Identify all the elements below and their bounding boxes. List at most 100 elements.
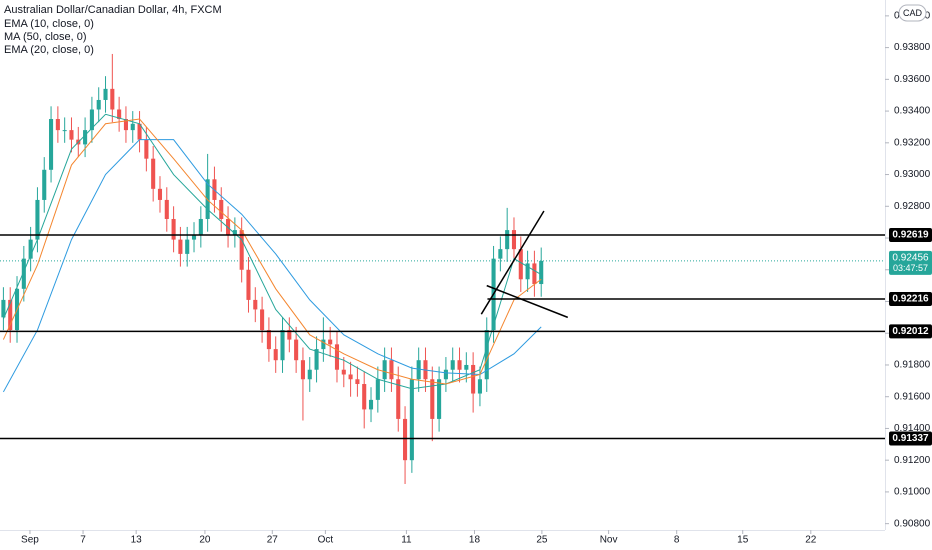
level-label-box: [889, 324, 932, 339]
candle-body: [430, 379, 435, 419]
candle-body: [498, 249, 503, 259]
candle-body: [396, 379, 401, 419]
candle-body: [484, 330, 489, 380]
candle-body: [96, 99, 101, 110]
level-label-box: [889, 431, 932, 446]
indicator-line: [2, 113, 542, 390]
x-tick-label: Nov: [600, 535, 618, 546]
candle-body: [69, 130, 74, 140]
candle-body: [416, 360, 421, 380]
candle-body: [239, 230, 244, 270]
level-label: 0.91337: [892, 433, 929, 444]
trend-line: [480, 210, 545, 315]
legend-entry: EMA (10, close, 0): [4, 18, 94, 30]
candle-body: [403, 418, 408, 461]
candle-body: [49, 119, 54, 170]
candle-body: [8, 299, 13, 331]
level-label: 0.92619: [892, 230, 929, 241]
candle-body: [382, 360, 387, 380]
candle-body: [89, 109, 94, 131]
legend-entry: MA (50, close, 0): [4, 31, 87, 43]
plot-area: [0, 53, 885, 484]
candle-body: [260, 309, 265, 331]
candle-body: [205, 179, 210, 219]
candle-body: [300, 360, 305, 380]
candle-body: [437, 379, 442, 419]
last-price-label: 0.92456: [892, 253, 929, 264]
x-tick-label: 7: [80, 535, 86, 546]
indicator-line: [2, 118, 542, 385]
candle-body: [471, 364, 476, 394]
candle-body: [287, 330, 292, 340]
candle-body: [443, 369, 448, 380]
currency-badge[interactable]: [898, 4, 927, 22]
candle-body: [348, 374, 353, 380]
candle-body: [314, 349, 319, 370]
candle-body: [266, 330, 271, 350]
indicator-line: [2, 139, 542, 393]
trend-line: [486, 284, 569, 319]
countdown-label: 03:47:57: [893, 263, 928, 273]
candle-body: [518, 249, 523, 280]
y-tick-label: 0.91000: [894, 487, 931, 498]
x-tick-label: 18: [469, 535, 481, 546]
x-tick-label: 25: [536, 535, 548, 546]
candle-body: [532, 263, 537, 285]
candle-body: [525, 263, 530, 280]
candle-body: [157, 188, 163, 200]
candle-body: [144, 139, 149, 159]
candle-body: [477, 379, 482, 394]
candle-body: [457, 360, 462, 370]
y-tick-label: 0.93800: [894, 42, 931, 53]
candle-body: [246, 269, 251, 300]
candle-body: [185, 239, 190, 254]
candle-body: [28, 239, 33, 259]
legend-entry: EMA (20, close, 0): [4, 44, 94, 56]
candle-body: [198, 218, 203, 235]
candle-body: [137, 123, 142, 140]
candle-body: [21, 258, 26, 289]
candle-body: [151, 158, 156, 189]
candle-body: [321, 339, 326, 350]
y-tick-label: 0.91400: [894, 423, 931, 434]
candle-body: [117, 109, 122, 120]
candle-body: [273, 349, 278, 361]
candle-body: [123, 119, 128, 131]
y-tick-label: 0.93200: [894, 137, 931, 148]
candle-body: [35, 199, 40, 240]
candle-body: [464, 364, 469, 370]
candle-body: [280, 330, 285, 361]
y-tick-label: 0.93000: [894, 169, 931, 180]
currency-label: CAD: [903, 8, 923, 18]
x-tick-label: 13: [131, 535, 143, 546]
candle-body: [164, 199, 169, 219]
candle-body: [83, 130, 88, 145]
level-label-box: [889, 291, 932, 306]
candle-body: [42, 169, 47, 200]
chart-title: Australian Dollar/Canadian Dollar, 4h, F…: [4, 4, 222, 16]
candle-body: [232, 230, 237, 235]
candle-body: [375, 379, 380, 400]
y-tick-label: 0.91800: [894, 360, 931, 371]
level-label: 0.92216: [892, 294, 929, 305]
candle-body: [334, 344, 340, 370]
y-tick-label: 0.90800: [894, 518, 931, 529]
candle-body: [55, 119, 60, 131]
candle-body: [511, 230, 517, 250]
candle-body: [505, 230, 510, 250]
candle-body: [389, 360, 394, 380]
x-tick-label: 27: [267, 535, 279, 546]
candle-body: [219, 199, 224, 219]
x-tick-label: 11: [401, 535, 412, 546]
candle-body: [294, 339, 299, 361]
x-tick-label: 22: [805, 535, 817, 546]
candle-body: [341, 369, 346, 375]
y-tick-label: 0.92800: [894, 201, 931, 212]
y-tick-label: 0.93400: [894, 106, 931, 117]
level-label-box: [889, 228, 932, 243]
x-tick-label: 15: [737, 535, 749, 546]
candle-body: [539, 260, 544, 285]
y-tick-label: 0.91200: [894, 455, 931, 466]
candle-body: [62, 130, 67, 132]
